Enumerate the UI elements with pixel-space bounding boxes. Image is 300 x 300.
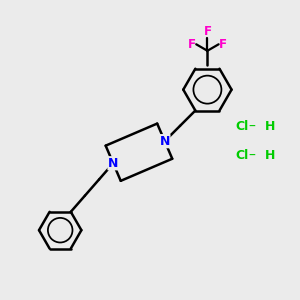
Text: H: H <box>265 149 275 162</box>
Text: –: – <box>248 149 255 163</box>
Text: N: N <box>160 135 170 148</box>
Text: H: H <box>265 120 275 133</box>
Text: Cl: Cl <box>236 149 249 162</box>
Text: Cl: Cl <box>236 120 249 133</box>
Text: F: F <box>219 38 226 51</box>
Text: N: N <box>108 157 119 170</box>
Text: F: F <box>203 26 211 38</box>
Text: F: F <box>188 38 196 51</box>
Text: –: – <box>248 119 255 134</box>
